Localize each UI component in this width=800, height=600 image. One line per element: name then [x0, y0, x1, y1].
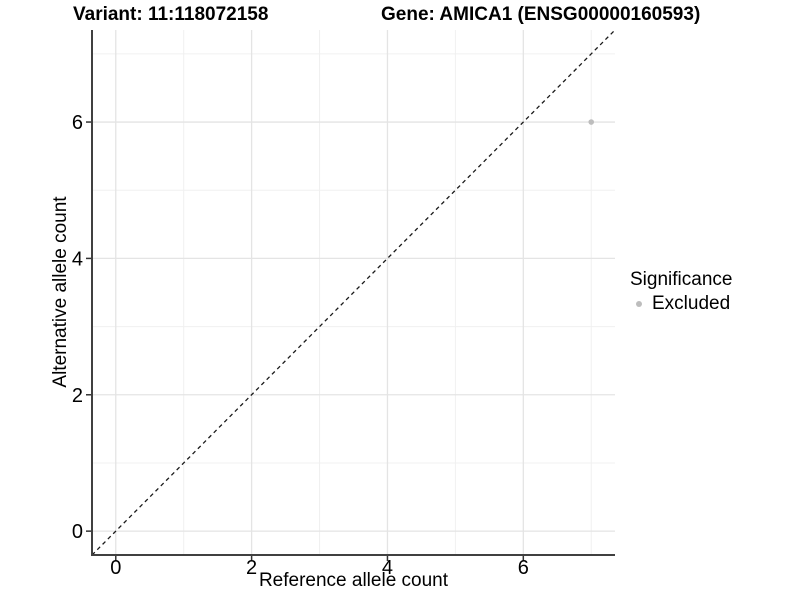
y-tick-label: 4 [72, 248, 83, 270]
x-tick-label: 0 [110, 557, 121, 579]
x-tick-label: 4 [382, 557, 393, 579]
x-tick-label: 6 [518, 557, 529, 579]
y-tick-label: 6 [72, 112, 83, 134]
identity-dashed-line [91, 29, 616, 556]
legend-title: Significance [630, 269, 733, 290]
legend: Significance Excluded [630, 269, 795, 315]
plot-title-gene: Gene: AMICA1 (ENSG00000160593) [381, 4, 701, 25]
plot-title-variant: Variant: 11:118072158 [73, 4, 269, 25]
excluded-point-icon [636, 301, 642, 307]
legend-item-label: Excluded [652, 293, 731, 314]
y-tick-label: 0 [72, 521, 83, 543]
legend-item-excluded: Excluded [630, 293, 795, 315]
y-tick-label: 2 [72, 385, 83, 407]
y-axis-title: Alternative allele count [50, 196, 71, 388]
x-tick-label: 2 [246, 557, 257, 579]
data-point [588, 119, 595, 125]
x-axis-title: Reference allele count [258, 570, 449, 591]
